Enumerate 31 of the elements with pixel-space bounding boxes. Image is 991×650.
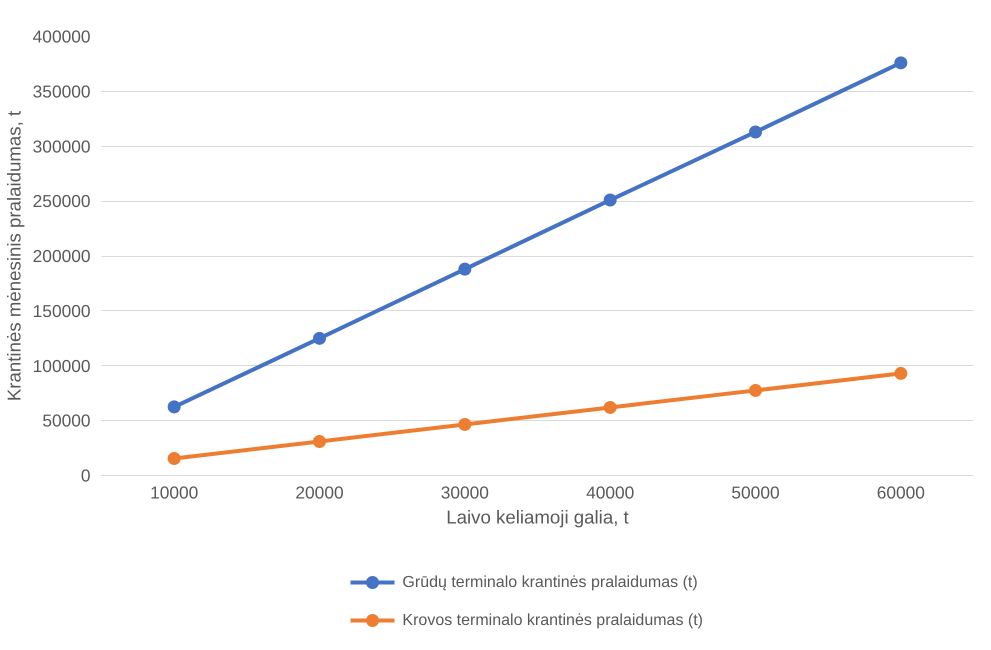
x-tick-label: 50000 (731, 482, 780, 502)
point (313, 332, 326, 345)
y-axis-title: Krantinės mėnesinis pralaidumas, t (4, 110, 25, 402)
x-axis-title: Laivo keliamoji galia, t (446, 506, 630, 528)
y-tick-label: 400000 (32, 26, 91, 46)
point (894, 56, 908, 70)
point (749, 125, 762, 138)
point (604, 400, 617, 414)
point (458, 262, 472, 276)
point (749, 384, 762, 397)
x-tick-label: 60000 (876, 482, 925, 502)
point (168, 400, 181, 414)
x-tick-label: 10000 (150, 482, 198, 502)
y-tick-label: 0 (80, 466, 91, 486)
y-tick-label: 150000 (32, 300, 91, 321)
legend-label: Grūdų terminalo krantinės pralaidumas (t) (402, 574, 698, 591)
y-tick-label: 300000 (32, 136, 91, 156)
point (168, 452, 181, 465)
point (313, 434, 326, 448)
y-tick-label: 350000 (32, 81, 91, 102)
y-tick-label: 50000 (42, 410, 90, 431)
x-tick-label: 30000 (440, 482, 489, 502)
point (894, 366, 908, 380)
y-tick-label: 100000 (32, 356, 91, 376)
x-tick-label: 20000 (295, 482, 344, 502)
y-tick-label: 250000 (32, 191, 91, 212)
point (458, 418, 472, 431)
x-tick-label: 40000 (586, 482, 634, 502)
point (604, 194, 617, 207)
y-tick-label: 200000 (32, 246, 91, 266)
legend-label: Krovos terminalo krantinės pralaidumas (t) (402, 612, 703, 629)
